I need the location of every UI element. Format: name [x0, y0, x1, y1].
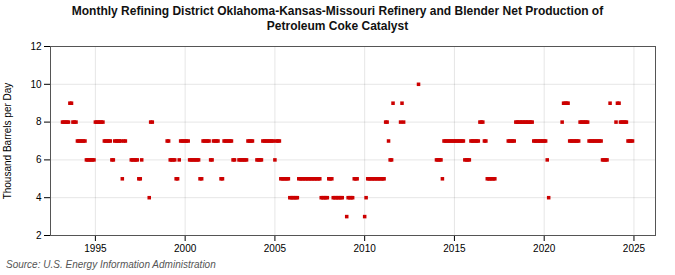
- svg-text:12: 12: [30, 41, 42, 52]
- svg-text:Thousand Barrels per Day: Thousand Barrels per Day: [2, 83, 13, 200]
- svg-text:10: 10: [30, 79, 42, 90]
- html-text:Monthly Refining District Okla: Monthly Refining District Oklahoma-Kansa…: [71, 4, 604, 33]
- svg-text:4: 4: [36, 192, 42, 203]
- svg-text:2005: 2005: [264, 243, 287, 254]
- svg-text:2: 2: [36, 230, 42, 241]
- svg-text:2010: 2010: [354, 243, 377, 254]
- svg-text:1995: 1995: [84, 243, 107, 254]
- svg-text:2000: 2000: [174, 243, 197, 254]
- svg-text:8: 8: [36, 116, 42, 127]
- svg-text:6: 6: [36, 154, 42, 165]
- svg-text:2015: 2015: [443, 243, 466, 254]
- html-text:Source: U.S. Energy Informatio: Source: U.S. Energy Information Administ…: [6, 259, 216, 270]
- svg-text:2020: 2020: [533, 243, 556, 254]
- svg-text:2025: 2025: [623, 243, 646, 254]
